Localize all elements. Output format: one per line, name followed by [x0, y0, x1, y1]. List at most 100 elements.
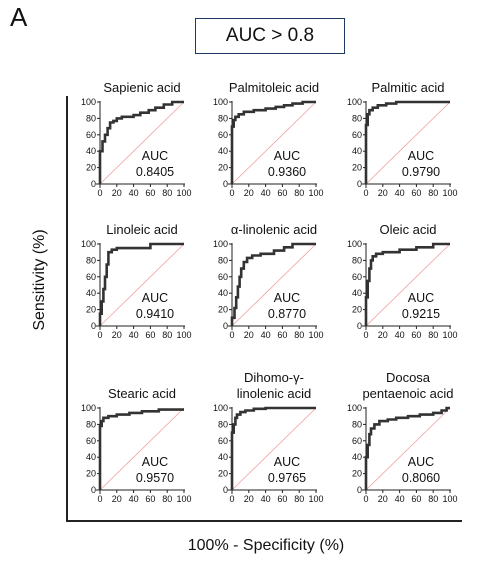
y-tick-label: 20 — [86, 305, 96, 315]
y-tick-label: 80 — [218, 113, 228, 123]
x-tick-label: 20 — [112, 330, 122, 340]
x-tick-label: 60 — [411, 494, 421, 504]
y-tick-label: 100 — [81, 239, 96, 249]
x-tick-label: 100 — [442, 494, 457, 504]
x-axis-label: 100% - Specificity (%) — [187, 537, 345, 554]
roc-curve — [98, 408, 184, 490]
y-tick-label: 0 — [91, 321, 96, 331]
x-tick-label: 40 — [395, 330, 405, 340]
x-tick-label: 0 — [229, 188, 234, 198]
y-tick-label: 80 — [218, 255, 228, 265]
y-tick-label: 40 — [352, 452, 362, 462]
reference-diagonal — [99, 243, 185, 327]
reference-diagonal — [231, 243, 317, 327]
auc-value: 0.9360 — [268, 165, 306, 179]
panel-title: Oleic acid — [379, 222, 436, 237]
y-tick-label: 20 — [218, 305, 228, 315]
auc-label: AUC — [142, 291, 168, 305]
auc-value: 0.9790 — [402, 165, 440, 179]
x-tick-label: 0 — [97, 188, 102, 198]
y-tick-label: 20 — [218, 163, 228, 173]
x-tick-label: 60 — [145, 330, 155, 340]
y-tick-label: 60 — [218, 130, 228, 140]
y-tick-label: 40 — [86, 452, 96, 462]
y-tick-label: 0 — [91, 179, 96, 189]
y-tick-label: 40 — [352, 288, 362, 298]
x-tick-label: 0 — [363, 494, 368, 504]
y-tick-label: 80 — [352, 255, 362, 265]
y-tick-label: 0 — [223, 179, 228, 189]
x-tick-label: 80 — [428, 188, 438, 198]
y-tick-label: 100 — [347, 239, 362, 249]
reference-diagonal — [365, 243, 451, 327]
auc-value: 0.9215 — [402, 307, 440, 321]
reference-diagonal — [231, 407, 317, 491]
x-tick-label: 0 — [363, 188, 368, 198]
y-tick-label: 80 — [218, 419, 228, 429]
roc-panel-5: α-linolenic acid 0 20 40 60 80 100 0 20 40 60 80 100… — [213, 222, 324, 340]
panel-title: Docosa — [386, 370, 431, 385]
x-tick-label: 40 — [261, 188, 271, 198]
x-tick-label: 20 — [378, 494, 388, 504]
y-tick-label: 60 — [218, 436, 228, 446]
x-tick-label: 100 — [442, 330, 457, 340]
x-tick-label: 60 — [277, 494, 287, 504]
y-tick-label: 60 — [86, 272, 96, 282]
y-tick-label: 20 — [86, 163, 96, 173]
y-tick-label: 80 — [352, 419, 362, 429]
x-tick-label: 60 — [145, 188, 155, 198]
auc-value: 0.9410 — [136, 307, 174, 321]
roc-curve — [98, 100, 184, 184]
x-tick-label: 80 — [294, 330, 304, 340]
x-tick-label: 20 — [378, 330, 388, 340]
y-tick-label: 20 — [352, 305, 362, 315]
auc-value: 0.8060 — [402, 471, 440, 485]
y-tick-label: 60 — [352, 436, 362, 446]
roc-panel-6: Oleic acid 0 20 40 60 80 100 0 20 40 60 80 100 AUC 0.9… — [347, 222, 458, 340]
panel-title: α-linolenic acid — [231, 222, 317, 237]
x-tick-label: 40 — [129, 188, 139, 198]
y-tick-label: 40 — [218, 452, 228, 462]
roc-curve — [230, 242, 316, 326]
x-tick-label: 60 — [145, 494, 155, 504]
roc-curve — [230, 100, 316, 184]
y-tick-label: 100 — [81, 403, 96, 413]
auc-label: AUC — [274, 149, 300, 163]
reference-diagonal — [231, 101, 317, 185]
x-tick-label: 40 — [395, 494, 405, 504]
header-box: AUC > 0.8 — [195, 18, 345, 54]
x-tick-label: 40 — [261, 494, 271, 504]
panel-title: Palmitic acid — [372, 80, 445, 95]
auc-label: AUC — [142, 149, 168, 163]
y-tick-label: 0 — [357, 321, 362, 331]
roc-panel-1: Sapienic acid 0 20 40 60 80 100 0 20 40 60 80 100 AUC… — [81, 80, 192, 198]
auc-value: 0.9765 — [268, 471, 306, 485]
x-tick-label: 60 — [277, 188, 287, 198]
x-tick-label: 80 — [294, 188, 304, 198]
x-tick-label: 60 — [411, 188, 421, 198]
roc-panel-3: Palmitic acid 0 20 40 60 80 100 0 20 40 60 80 100 AUC… — [347, 80, 458, 198]
x-tick-label: 80 — [428, 494, 438, 504]
y-tick-label: 60 — [86, 436, 96, 446]
y-tick-label: 0 — [91, 485, 96, 495]
y-tick-label: 60 — [86, 130, 96, 140]
x-tick-label: 80 — [428, 330, 438, 340]
x-tick-label: 100 — [308, 494, 323, 504]
roc-curve — [230, 406, 316, 490]
header-box-text: AUC > 0.8 — [225, 25, 315, 46]
panel-title: Sapienic acid — [103, 80, 180, 95]
auc-label: AUC — [408, 149, 434, 163]
y-tick-label: 0 — [223, 321, 228, 331]
panel-title: Stearic acid — [108, 386, 176, 401]
y-tick-label: 80 — [352, 113, 362, 123]
y-tick-label: 40 — [86, 288, 96, 298]
roc-curve — [364, 242, 450, 326]
x-tick-label: 100 — [308, 188, 323, 198]
x-tick-label: 80 — [294, 494, 304, 504]
auc-value: 0.8405 — [136, 165, 174, 179]
auc-value: 0.8770 — [268, 307, 306, 321]
y-tick-label: 100 — [347, 403, 362, 413]
x-tick-label: 40 — [261, 330, 271, 340]
